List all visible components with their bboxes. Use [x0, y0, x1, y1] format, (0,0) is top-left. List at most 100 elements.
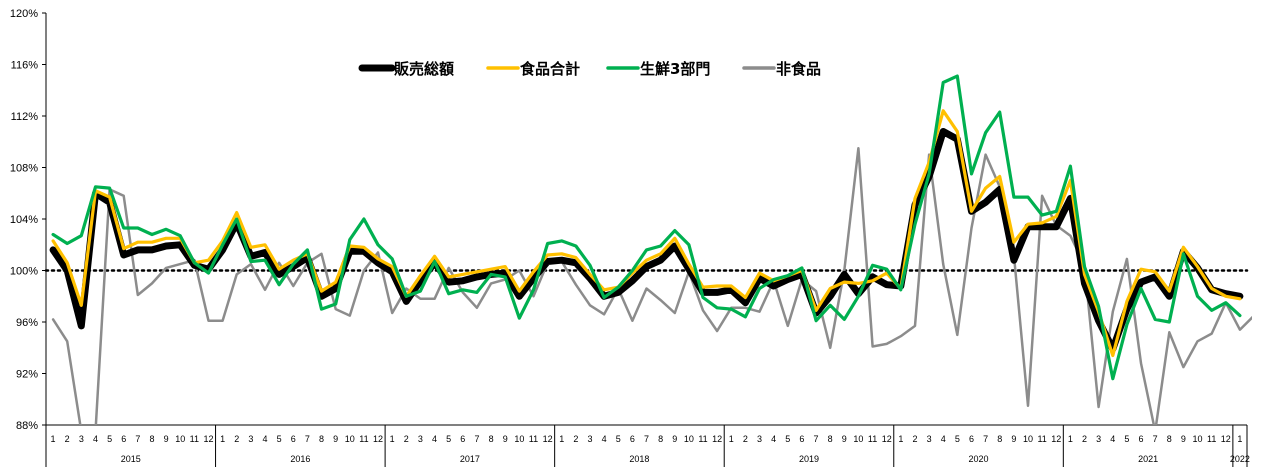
month-tick-label: 12 [1051, 434, 1061, 444]
month-tick-label: 6 [969, 434, 974, 444]
month-tick-label: 9 [1011, 434, 1016, 444]
month-tick-label: 12 [203, 434, 213, 444]
month-tick-label: 1 [898, 434, 903, 444]
legend-item: 販売総額 [358, 60, 454, 78]
year-label: 2015 [121, 454, 141, 464]
month-tick-label: 3 [1096, 434, 1101, 444]
month-tick-label: 7 [135, 434, 140, 444]
month-tick-label: 5 [107, 434, 112, 444]
month-tick-label: 1 [390, 434, 395, 444]
y-tick-label: 108% [10, 163, 38, 175]
month-tick-label: 11 [1207, 434, 1216, 444]
y-tick-label: 112% [11, 111, 39, 123]
month-tick-label: 9 [333, 434, 338, 444]
series-line-非食品 [51, 146, 1252, 425]
month-tick-label: 2 [234, 434, 239, 444]
month-tick-label: 1 [559, 434, 564, 444]
month-tick-label: 5 [955, 434, 960, 444]
month-tick-label: 5 [785, 434, 790, 444]
month-tick-label: 2 [65, 434, 70, 444]
month-tick-label: 8 [149, 434, 154, 444]
y-tick-label: 104% [10, 214, 38, 226]
month-tick-label: 2 [1082, 434, 1087, 444]
month-tick-label: 10 [1023, 434, 1033, 444]
y-tick-label: 120% [10, 8, 38, 20]
month-tick-label: 2 [743, 434, 748, 444]
month-tick-label: 4 [602, 434, 607, 444]
year-label: 2017 [460, 454, 480, 464]
month-tick-label: 4 [432, 434, 437, 444]
series-line-食品合計 [51, 109, 1242, 358]
month-tick-label: 3 [757, 434, 762, 444]
month-tick-label: 12 [373, 434, 383, 444]
month-tick-label: 12 [1221, 434, 1231, 444]
year-label: 2021 [1138, 454, 1158, 464]
month-tick-label: 5 [1124, 434, 1129, 444]
month-tick-label: 4 [262, 434, 267, 444]
month-tick-label: 2 [573, 434, 578, 444]
month-tick-label: 3 [587, 434, 592, 444]
month-tick-label: 6 [630, 434, 635, 444]
legend-label: 生鮮3部門 [640, 60, 710, 78]
month-tick-label: 7 [814, 434, 819, 444]
month-tick-label: 8 [658, 434, 663, 444]
month-tick-label: 11 [190, 434, 199, 444]
year-label: 2018 [629, 454, 649, 464]
month-tick-label: 6 [1139, 434, 1144, 444]
month-tick-label: 6 [460, 434, 465, 444]
series-layer [49, 74, 1252, 425]
month-tick-label: 10 [514, 434, 524, 444]
month-tick-label: 11 [698, 434, 707, 444]
month-tick-label: 6 [291, 434, 296, 444]
month-tick-label: 12 [712, 434, 722, 444]
month-tick-label: 11 [359, 434, 368, 444]
series-line-生鮮3部門 [51, 74, 1242, 381]
month-tick-label: 1 [51, 434, 56, 444]
month-tick-label: 12 [882, 434, 892, 444]
y-tick-label: 92% [16, 369, 38, 381]
month-tick-label: 1 [220, 434, 225, 444]
year-label: 2016 [290, 454, 310, 464]
month-tick-label: 3 [418, 434, 423, 444]
legend-item: 食品合計 [486, 60, 580, 78]
legend-item: 生鮮3部門 [606, 60, 710, 78]
month-tick-label: 9 [164, 434, 169, 444]
year-label: 2022 [1230, 454, 1250, 464]
month-tick-label: 2 [404, 434, 409, 444]
month-tick-label: 4 [941, 434, 946, 444]
month-tick-label: 11 [868, 434, 877, 444]
month-tick-label: 11 [1037, 434, 1046, 444]
month-tick-label: 9 [672, 434, 677, 444]
month-tick-label: 5 [616, 434, 621, 444]
series-line-販売総額 [49, 128, 1244, 353]
legend-label: 食品合計 [520, 60, 580, 78]
month-tick-label: 10 [684, 434, 694, 444]
y-tick-label: 116% [11, 60, 39, 72]
month-tick-label: 8 [828, 434, 833, 444]
month-tick-label: 3 [248, 434, 253, 444]
month-tick-label: 9 [1181, 434, 1186, 444]
legend-item: 非食品 [742, 60, 821, 78]
axes: 88%92%96%100%104%108%112%116%120%1 2 3 4 5 6 7… [10, 8, 1250, 467]
month-tick-label: 9 [503, 434, 508, 444]
year-label: 2019 [799, 454, 819, 464]
month-tick-label: 7 [644, 434, 649, 444]
month-tick-label: 6 [799, 434, 804, 444]
month-tick-label: 3 [927, 434, 932, 444]
month-tick-label: 7 [1153, 434, 1158, 444]
legend-label: 販売総額 [394, 60, 454, 78]
legend-label: 非食品 [776, 60, 821, 78]
month-tick-label: 7 [983, 434, 988, 444]
month-tick-label: 4 [771, 434, 776, 444]
month-tick-label: 5 [277, 434, 282, 444]
month-tick-label: 10 [853, 434, 863, 444]
month-tick-label: 7 [305, 434, 310, 444]
month-tick-label: 10 [345, 434, 355, 444]
month-tick-label: 10 [175, 434, 185, 444]
month-tick-label: 1 [729, 434, 734, 444]
month-tick-label: 1 [1068, 434, 1073, 444]
month-tick-label: 3 [79, 434, 84, 444]
year-label: 2020 [969, 454, 989, 464]
month-tick-label: 12 [543, 434, 553, 444]
